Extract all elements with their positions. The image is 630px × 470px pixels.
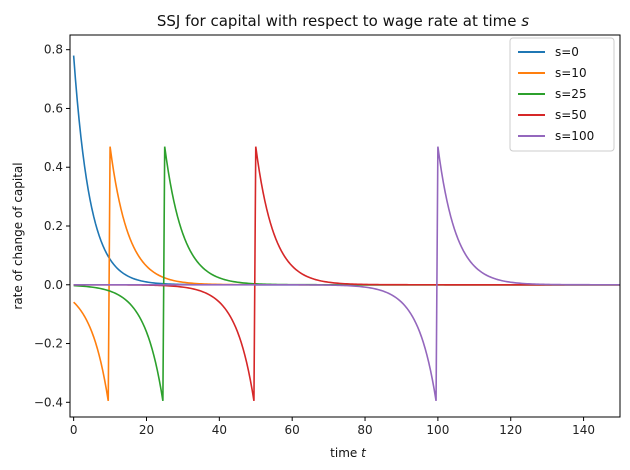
legend-label: s=0 bbox=[555, 45, 579, 59]
legend-box bbox=[509, 37, 615, 152]
x-tick-label: 20 bbox=[139, 423, 154, 437]
legend-label: s=50 bbox=[555, 108, 587, 122]
x-tick-label: 0 bbox=[70, 423, 78, 437]
y-tick-label: 0.6 bbox=[44, 101, 63, 115]
y-tick-label: −0.4 bbox=[34, 395, 63, 409]
x-tick-label: 120 bbox=[499, 423, 522, 437]
x-tick-label: 140 bbox=[572, 423, 595, 437]
x-tick-label: 40 bbox=[212, 423, 227, 437]
series-line-s-50 bbox=[73, 146, 620, 401]
x-tick-label: 100 bbox=[426, 423, 449, 437]
y-tick-label: 0.4 bbox=[44, 160, 63, 174]
legend-label: s=100 bbox=[555, 129, 594, 143]
y-axis-label: rate of change of capital bbox=[11, 162, 25, 309]
y-tick-label: 0.8 bbox=[44, 43, 63, 57]
chart-title: SSJ for capital with respect to wage rat… bbox=[157, 12, 529, 30]
y-tick-label: 0.2 bbox=[44, 219, 63, 233]
x-axis-label: time t bbox=[330, 446, 367, 460]
y-tick-label: 0.0 bbox=[44, 278, 63, 292]
legend: s=0 s=10 s=25 s=50 s=100 bbox=[509, 37, 615, 152]
series-line-s-100 bbox=[73, 146, 620, 401]
y-tick-label: −0.2 bbox=[34, 337, 63, 351]
x-tick-label: 60 bbox=[285, 423, 300, 437]
legend-label: s=25 bbox=[555, 87, 587, 101]
x-tick-label: 80 bbox=[357, 423, 372, 437]
legend-label: s=10 bbox=[555, 66, 587, 80]
